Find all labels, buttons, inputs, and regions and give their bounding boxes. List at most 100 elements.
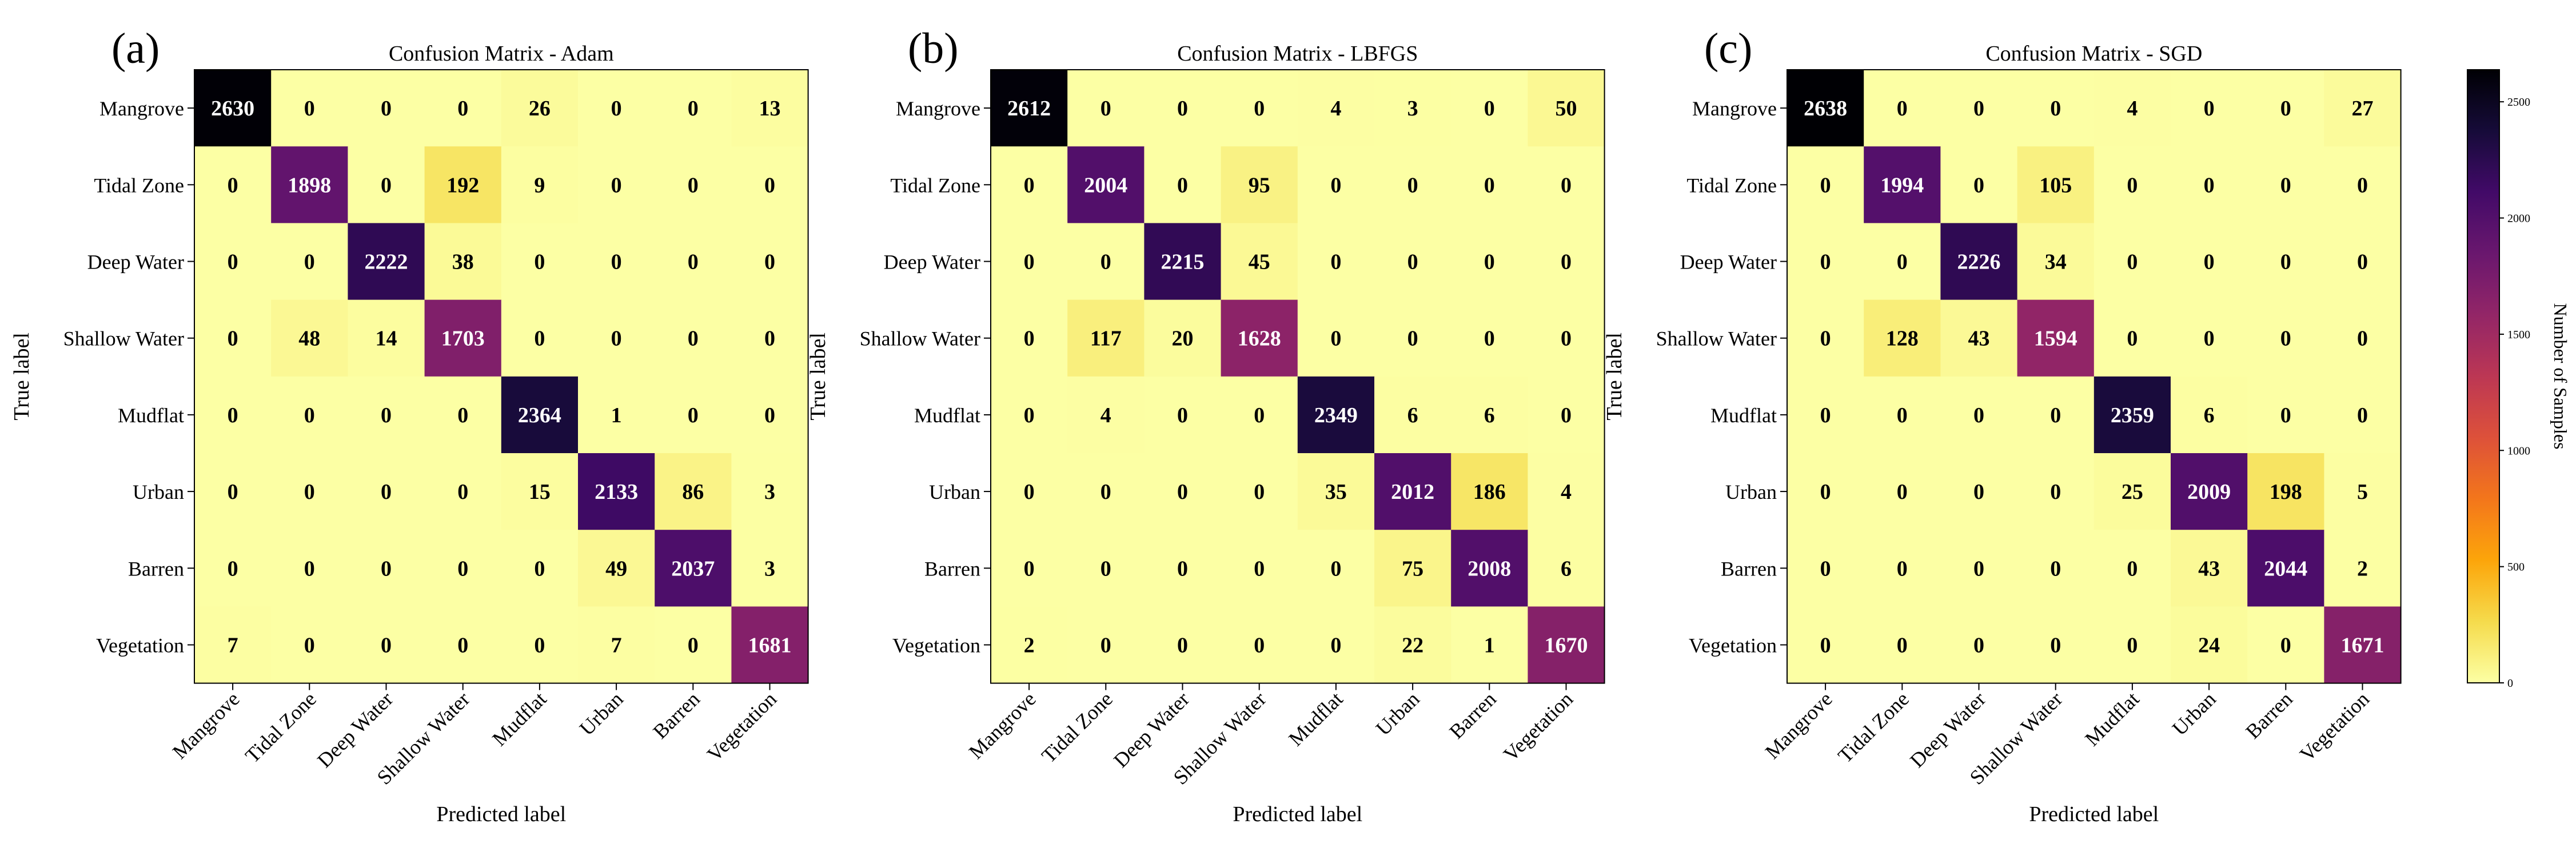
cell-value-label: 0	[1897, 480, 1908, 504]
y-tick-label: Tidal Zone	[94, 174, 184, 197]
cell-value-label: 0	[2127, 634, 2138, 658]
panel-label: (c)	[1704, 25, 1752, 73]
matrix-cell	[271, 530, 348, 607]
cell-value-label: 13	[759, 97, 781, 121]
matrix-cell	[1067, 530, 1145, 607]
matrix-cell	[2247, 606, 2324, 684]
matrix-cell	[2324, 299, 2402, 377]
matrix-cell	[1528, 453, 1605, 530]
matrix-cell	[1940, 453, 2018, 530]
y-tick-label: Deep Water	[87, 251, 184, 274]
matrix-cell	[1067, 376, 1145, 454]
y-tick-label: Vegetation	[892, 634, 980, 657]
matrix-cell	[2094, 299, 2171, 377]
cell-value-label: 0	[1561, 173, 1572, 197]
matrix-cell	[1374, 530, 1452, 607]
matrix-cell	[194, 146, 272, 223]
cell-value-label: 6	[1407, 403, 1418, 427]
matrix-cell	[1221, 530, 1298, 607]
matrix-cell	[655, 70, 732, 147]
cell-value-label: 0	[1973, 403, 1984, 427]
matrix-cell	[1144, 146, 1222, 223]
matrix-cell	[2094, 223, 2171, 301]
cell-value-label: 1594	[2034, 327, 2077, 351]
cell-value-label: 2	[2357, 557, 2368, 581]
y-tick-label: Barren	[924, 557, 980, 580]
cell-value-label: 2638	[1804, 97, 1847, 121]
cell-value-label: 0	[1177, 403, 1188, 427]
matrix-cell	[1297, 606, 1375, 684]
x-tick-label: Tidal Zone	[1833, 687, 1913, 767]
y-axis-label: True label	[806, 333, 830, 421]
cell-value-label: 0	[1820, 403, 1831, 427]
cell-value-label: 6	[1561, 557, 1572, 581]
matrix-cell	[655, 376, 732, 454]
cell-value-label: 0	[1024, 250, 1035, 274]
matrix-frame	[1787, 69, 2402, 684]
matrix-cell	[731, 453, 809, 530]
cell-value-label: 0	[381, 634, 392, 658]
matrix-cell	[2324, 223, 2402, 301]
cell-value-label: 0	[1897, 403, 1908, 427]
cell-value-label: 0	[2050, 480, 2061, 504]
matrix-cell	[1067, 223, 1145, 301]
matrix-cell	[1528, 530, 1605, 607]
cell-value-label: 0	[688, 403, 699, 427]
matrix-cell	[731, 146, 809, 223]
matrix-cell	[1528, 70, 1605, 147]
matrix-cell	[1374, 376, 1452, 454]
cell-value-label: 0	[457, 634, 468, 658]
matrix-cell	[2017, 530, 2095, 607]
cell-value-label: 22	[1402, 634, 1423, 658]
cell-value-label: 0	[1820, 634, 1831, 658]
cell-value-label: 198	[2270, 480, 2302, 504]
cell-value-label: 0	[2357, 250, 2368, 274]
matrix-cell	[1144, 70, 1222, 147]
y-tick-label: Mudflat	[118, 404, 184, 427]
colorbar-tick-label: 1500	[2507, 329, 2530, 341]
colorbar-tick-label: 1000	[2507, 445, 2530, 457]
y-tick-label: Vegetation	[96, 634, 184, 657]
matrix-cell	[578, 223, 655, 301]
cell-value-label: 2612	[1007, 97, 1051, 121]
matrix-cell	[991, 70, 1068, 147]
cell-value-label: 0	[1024, 480, 1035, 504]
matrix-cell	[991, 146, 1068, 223]
matrix-cell	[578, 70, 655, 147]
cell-value-label: 2630	[211, 97, 254, 121]
cell-value-label: 0	[2204, 173, 2215, 197]
matrix-cell	[1221, 453, 1298, 530]
cell-value-label: 49	[605, 557, 627, 581]
cell-value-label: 0	[1561, 327, 1572, 351]
cell-value-label: 3	[764, 557, 775, 581]
panel-title: Confusion Matrix - LBFGS	[1177, 42, 1418, 66]
y-tick-label: Deep Water	[1680, 251, 1777, 274]
matrix-cell	[2171, 299, 2248, 377]
cell-value-label: 0	[1820, 173, 1831, 197]
matrix-cell	[2017, 70, 2095, 147]
y-tick-label: Shallow Water	[63, 327, 184, 350]
cell-value-label: 1	[1484, 634, 1495, 658]
matrix-cell	[194, 376, 272, 454]
matrix-cell	[1787, 299, 1864, 377]
matrix-cell	[348, 70, 425, 147]
cell-value-label: 0	[228, 480, 238, 504]
cell-value-label: 24	[2198, 634, 2220, 658]
matrix-cell	[2017, 299, 2095, 377]
matrix-cell	[1297, 223, 1375, 301]
y-tick-label: Tidal Zone	[1686, 174, 1777, 197]
matrix-cell	[731, 530, 809, 607]
cell-value-label: 0	[1407, 173, 1418, 197]
x-tick-label: Mudflat	[1284, 687, 1347, 750]
cell-value-label: 0	[1897, 250, 1908, 274]
cell-value-label: 0	[457, 480, 468, 504]
cell-value-label: 1994	[1880, 173, 1924, 197]
cell-value-label: 0	[1177, 557, 1188, 581]
cell-value-label: 2133	[595, 480, 638, 504]
cell-value-label: 0	[304, 634, 315, 658]
cell-value-label: 0	[1973, 173, 1984, 197]
matrix-cell	[501, 146, 579, 223]
matrix-cell	[1144, 299, 1222, 377]
matrix-cell	[1144, 223, 1222, 301]
